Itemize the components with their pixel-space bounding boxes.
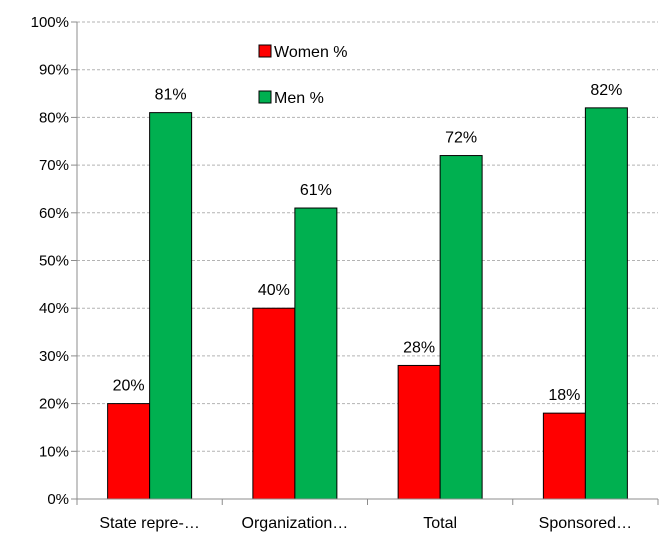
y-tick-label: 10%	[39, 443, 69, 460]
legend-swatch	[258, 44, 272, 58]
x-tick-label: Organization…	[242, 515, 349, 532]
data-labels: 20% 81% 40% 61% 28% 72% 18% 82%	[113, 82, 623, 404]
bar-men-3	[584, 107, 628, 500]
bar-women-1	[252, 307, 296, 500]
data-label: 20%	[113, 378, 145, 395]
x-axis-tick-labels: State repre-… Organization… Total Sponsored…	[76, 499, 659, 532]
bar-group	[107, 107, 628, 500]
bar-men-1	[294, 207, 338, 500]
y-tick-label: 60%	[39, 205, 69, 222]
legend-swatch	[258, 90, 272, 104]
bar-women-2	[397, 364, 441, 500]
legend: Women % Men %	[258, 44, 348, 107]
x-tick-label: Sponsored…	[539, 515, 632, 532]
y-tick-label: 70%	[39, 157, 69, 174]
y-tick-label: 50%	[39, 253, 69, 270]
x-tick-label: Total	[423, 515, 457, 532]
data-label: 40%	[258, 282, 290, 299]
bar-women-0	[107, 403, 151, 500]
bar-men-2	[439, 155, 483, 500]
data-label: 18%	[548, 387, 580, 404]
x-tick-label: State repre-…	[99, 515, 199, 532]
data-label: 82%	[590, 82, 622, 99]
data-label: 72%	[445, 130, 477, 147]
y-tick-label: 100%	[31, 14, 69, 31]
bar-women-3	[542, 412, 586, 500]
y-tick-label: 0%	[47, 491, 69, 508]
data-label: 61%	[300, 182, 332, 199]
bar-men-0	[149, 112, 193, 500]
y-tick-label: 80%	[39, 109, 69, 126]
y-tick-label: 30%	[39, 348, 69, 365]
data-label: 81%	[155, 87, 187, 104]
legend-label: Women %	[274, 44, 348, 61]
y-tick-label: 40%	[39, 300, 69, 317]
y-axis-tick-labels: 0% 10% 20% 30% 40% 50% 60% 70% 80% 90% 100%	[31, 14, 69, 508]
data-label: 28%	[403, 339, 435, 356]
legend-label: Men %	[274, 90, 324, 107]
y-tick-label: 20%	[39, 396, 69, 413]
y-tick-label: 90%	[39, 62, 69, 79]
